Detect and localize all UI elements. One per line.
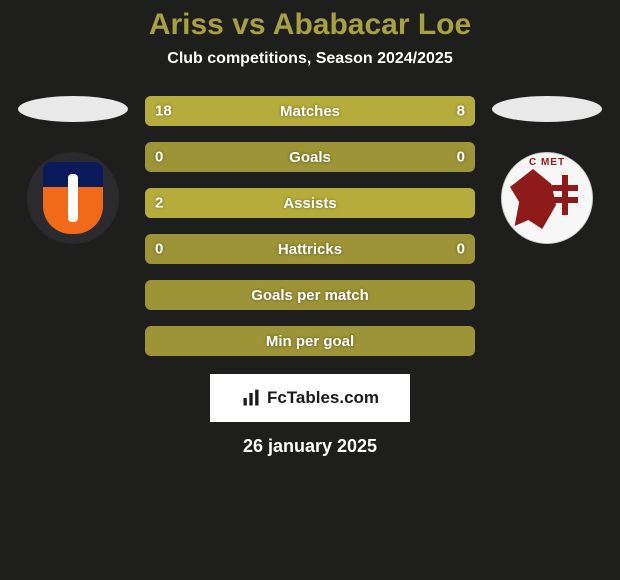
stat-bars: 18 8 Matches 0 0 Goals 2 Assists 0 0 Hattricks Goal…	[145, 96, 475, 356]
lorraine-cross-icon	[552, 175, 578, 215]
axe-icon	[68, 174, 78, 222]
comparison-area: 18 8 Matches 0 0 Goals 2 Assists 0 0 Hattricks Goal…	[0, 96, 620, 356]
right-club-logo: C MET	[501, 152, 593, 244]
brand-text: FcTables.com	[267, 388, 379, 408]
right-player-placeholder	[492, 96, 602, 122]
stat-row: Goals per match	[145, 280, 475, 310]
stat-row: 0 0 Goals	[145, 142, 475, 172]
stat-label: Assists	[283, 195, 336, 212]
stat-label: Hattricks	[278, 241, 342, 258]
left-club-logo	[27, 152, 119, 244]
stat-right-value: 0	[457, 241, 465, 258]
left-player-column	[13, 96, 133, 244]
stat-row: 18 8 Matches	[145, 96, 475, 126]
stat-left-value: 2	[155, 195, 163, 212]
dragon-icon	[510, 169, 556, 229]
subtitle: Club competitions, Season 2024/2025	[0, 50, 620, 68]
page-title: Ariss vs Ababacar Loe	[0, 0, 620, 42]
stat-label: Goals	[289, 149, 331, 166]
brand-box: FcTables.com	[210, 374, 410, 422]
stat-left-value: 18	[155, 103, 172, 120]
ribbon-text: C MET	[529, 157, 565, 168]
stat-row: 0 0 Hattricks	[145, 234, 475, 264]
right-player-column: C MET	[487, 96, 607, 244]
date-line: 26 january 2025	[0, 436, 620, 457]
stat-right-value: 0	[457, 149, 465, 166]
stat-left-value: 0	[155, 241, 163, 258]
left-player-placeholder	[18, 96, 128, 122]
shield-icon	[43, 162, 103, 234]
stat-left-value: 0	[155, 149, 163, 166]
stat-row: Min per goal	[145, 326, 475, 356]
stat-label: Matches	[280, 103, 340, 120]
stat-label: Min per goal	[266, 333, 354, 350]
stat-row: 2 Assists	[145, 188, 475, 218]
stat-label: Goals per match	[251, 287, 369, 304]
stat-right-value: 8	[457, 103, 465, 120]
bar-chart-icon	[241, 388, 261, 408]
